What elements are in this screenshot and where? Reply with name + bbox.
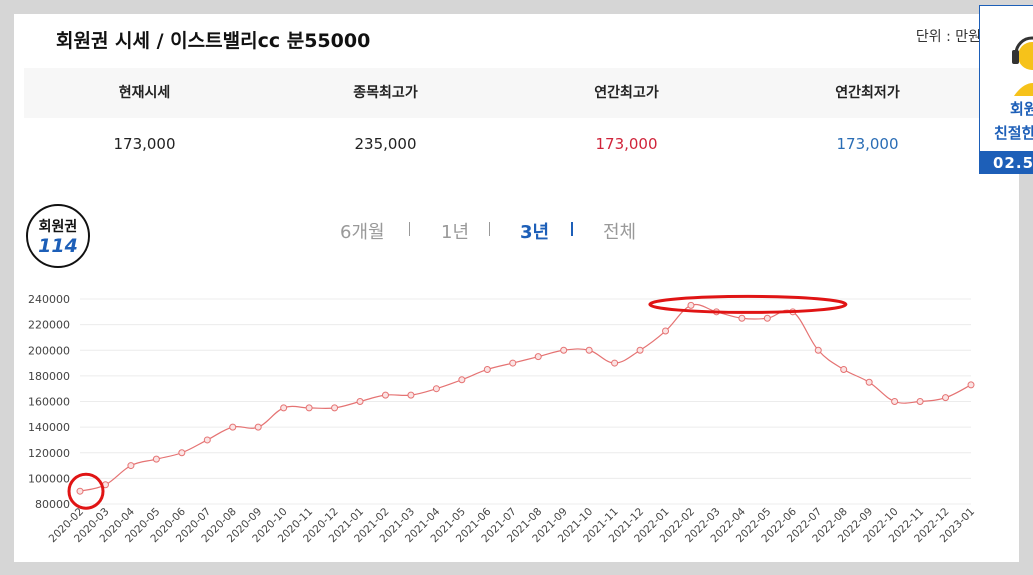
- tab-divider: [571, 222, 573, 236]
- data-point: [763, 314, 771, 322]
- stat-header-current: 현재시세: [118, 85, 171, 101]
- tab-divider: [409, 222, 410, 236]
- data-point: [611, 359, 619, 367]
- y-tick-label: 200000: [28, 344, 70, 357]
- stats-value-row: 173,000 235,000 173,000 173,000: [24, 120, 989, 168]
- y-tick-label: 180000: [28, 370, 70, 383]
- data-point: [840, 365, 848, 373]
- side-banner-phone: 02.5: [993, 154, 1033, 172]
- data-point: [636, 346, 644, 354]
- stat-header-annual-low: 연간최저가: [835, 85, 900, 101]
- data-point: [152, 455, 160, 463]
- data-point: [942, 394, 950, 402]
- data-point: [76, 487, 84, 495]
- data-point: [891, 398, 899, 405]
- data-point: [280, 404, 288, 412]
- side-banner-line1: 회원: [1010, 100, 1033, 118]
- tab-1-year[interactable]: 1년: [441, 222, 470, 243]
- headset-icon: [1012, 36, 1033, 96]
- y-tick-label: 100000: [28, 472, 70, 485]
- stat-header-all-time-high: 종목최고가: [353, 85, 418, 101]
- y-axis-ticks: 80000 100000 120000 140000 160000 180000 20000…: [28, 293, 70, 511]
- tab-all[interactable]: 전체: [603, 222, 637, 243]
- y-tick-label: 80000: [35, 498, 70, 511]
- chart-grid: [80, 298, 971, 505]
- data-point: [916, 398, 924, 405]
- page-title: 회원권 시세 / 이스트밸리cc 분55000: [56, 30, 371, 52]
- data-point: [560, 346, 568, 354]
- data-point: [407, 391, 415, 399]
- data-point: [229, 423, 237, 431]
- y-tick-label: 160000: [28, 396, 70, 409]
- brand-logo: 회원권 114: [26, 204, 90, 268]
- data-point: [331, 404, 339, 412]
- data-point: [356, 398, 364, 405]
- y-tick-label: 220000: [28, 319, 70, 332]
- data-point: [509, 359, 517, 367]
- stat-value-annual-low: 173,000: [836, 135, 899, 153]
- annotation-ellipse-peak: [648, 294, 848, 314]
- data-point: [381, 391, 389, 399]
- x-axis-ticks: 2020-022020-032020-042020-052020-062020-…: [47, 505, 978, 545]
- data-point: [254, 423, 262, 431]
- series-line: [79, 303, 972, 492]
- y-tick-label: 140000: [28, 421, 70, 434]
- data-point: [967, 381, 975, 389]
- side-banner-line2: 친절한: [994, 124, 1033, 142]
- tab-6-months[interactable]: 6개월: [340, 222, 385, 243]
- y-tick-label: 240000: [28, 293, 70, 306]
- unit-label: 단위 : 만원: [915, 29, 981, 45]
- data-point: [865, 378, 873, 386]
- data-point: [814, 346, 822, 354]
- stat-value-current: 173,000: [113, 135, 176, 153]
- data-point: [432, 385, 440, 393]
- data-point: [305, 404, 313, 412]
- tab-divider: [489, 222, 490, 236]
- price-panel: 회원권 시세 / 이스트밸리cc 분55000 단위 : 만원 현재시세 종목최…: [14, 14, 1019, 562]
- stats-header-row: 현재시세 종목최고가 연간최고가 연간최저가: [24, 68, 989, 118]
- data-point: [738, 314, 746, 322]
- side-banner[interactable]: 회원 친절한 02.5: [979, 5, 1033, 174]
- data-point: [203, 436, 211, 444]
- stat-value-all-time-high: 235,000: [354, 135, 417, 153]
- side-banner-phone-bar: [980, 151, 1033, 173]
- data-point: [127, 462, 135, 470]
- data-point: [687, 301, 695, 309]
- y-tick-label: 120000: [28, 447, 70, 460]
- data-point: [534, 353, 542, 361]
- logo-text-number: 114: [38, 235, 78, 257]
- logo-text-top: 회원권: [38, 219, 78, 235]
- data-point: [483, 365, 491, 373]
- annotation-circle-start: [67, 472, 105, 510]
- data-point: [585, 346, 593, 354]
- tab-3-years[interactable]: 3년: [520, 222, 550, 243]
- stat-header-annual-high: 연간최고가: [594, 85, 659, 101]
- data-point: [458, 376, 466, 384]
- data-point: [662, 327, 670, 335]
- series-points: [76, 301, 975, 495]
- data-point: [178, 449, 186, 457]
- stat-value-annual-high: 173,000: [595, 135, 658, 153]
- price-line-chart: 80000 100000 120000 140000 160000 180000 20000…: [28, 293, 978, 545]
